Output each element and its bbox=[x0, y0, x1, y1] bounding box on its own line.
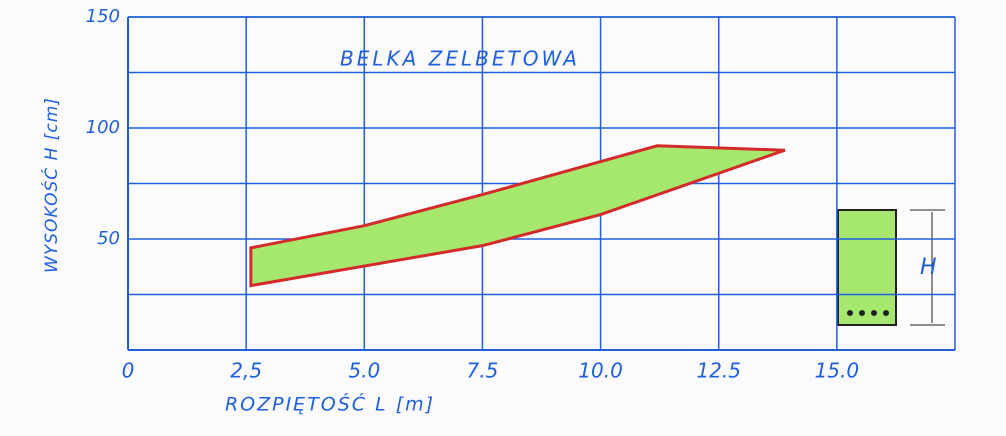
y-tick-label: 150 bbox=[86, 6, 120, 27]
y-axis-label: WYSOKOŚĆ H [cm] bbox=[40, 97, 62, 273]
x-tick-label: 12.5 bbox=[696, 359, 741, 383]
inset-label: H bbox=[920, 255, 937, 280]
x-tick-label: 0 bbox=[122, 359, 135, 383]
x-tick-label: 5.0 bbox=[348, 359, 380, 383]
x-tick-label: 2,5 bbox=[230, 359, 262, 383]
y-tick-label: 100 bbox=[86, 117, 120, 138]
x-axis-label: ROZPIĘTOŚĆ L [m] bbox=[225, 392, 435, 416]
x-tick-label: 15.0 bbox=[815, 359, 860, 383]
x-tick-label: 10.0 bbox=[578, 359, 623, 383]
chart: ROZPIĘTOŚĆ L [m] WYSOKOŚĆ H [cm] H 0 2,5 5… bbox=[0, 0, 1006, 436]
y-tick-label: 50 bbox=[97, 228, 120, 249]
x-tick-label: 7.5 bbox=[467, 359, 499, 383]
region bbox=[251, 146, 785, 286]
chart-title: BELKA ZELBETOWA bbox=[340, 47, 580, 71]
